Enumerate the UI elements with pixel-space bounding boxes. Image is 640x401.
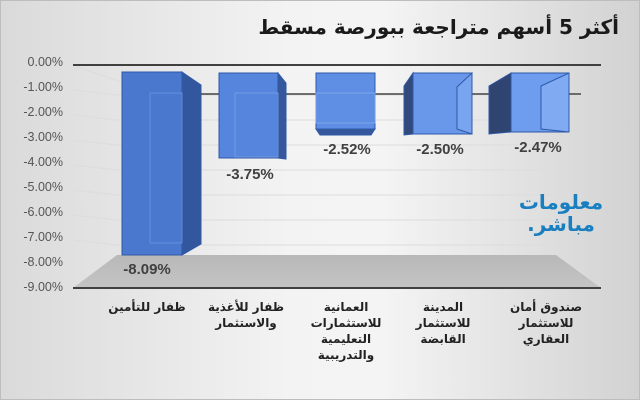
bar-2 — [218, 71, 287, 160]
value-label: -8.09% — [123, 261, 171, 278]
y-tick: -7.00% — [23, 230, 63, 244]
value-label: -3.75% — [226, 166, 274, 183]
category-label: العمانية للاستثمارات التعليمية والتدريبي… — [310, 300, 382, 362]
category-label: المدينة للاستثمار القابضة — [415, 300, 471, 346]
chart-title: أكثر 5 أسهم متراجعة ببورصة مسقط — [258, 15, 619, 39]
bar-1 — [121, 71, 202, 256]
watermark-logo: معلومات مباشر. — [506, 191, 616, 235]
bar-4 — [403, 71, 473, 136]
y-tick: -6.00% — [23, 205, 63, 219]
category-label: صندوق أمان للاستثمار العقاري — [509, 300, 583, 346]
chart-floor — [73, 255, 601, 288]
value-label: -2.47% — [514, 139, 562, 156]
category-label: ظفار للأغذية والاستثمار — [207, 300, 285, 330]
y-tick: -3.00% — [23, 130, 63, 144]
y-tick: -4.00% — [23, 155, 63, 169]
bar-3 — [315, 72, 376, 136]
value-label: -2.50% — [416, 141, 464, 158]
value-label: -2.52% — [323, 141, 371, 158]
category-label: ظفار للتأمين — [108, 300, 186, 314]
watermark-line2: مباشر. — [527, 212, 595, 236]
y-tick: -9.00% — [23, 280, 63, 294]
bar-5 — [488, 72, 570, 135]
watermark-line1: معلومات — [518, 190, 604, 214]
y-tick: -1.00% — [23, 80, 63, 94]
y-tick: -2.00% — [23, 105, 63, 119]
y-tick: -8.00% — [23, 255, 63, 269]
y-tick: -5.00% — [23, 180, 63, 194]
y-tick: 0.00% — [27, 55, 63, 69]
